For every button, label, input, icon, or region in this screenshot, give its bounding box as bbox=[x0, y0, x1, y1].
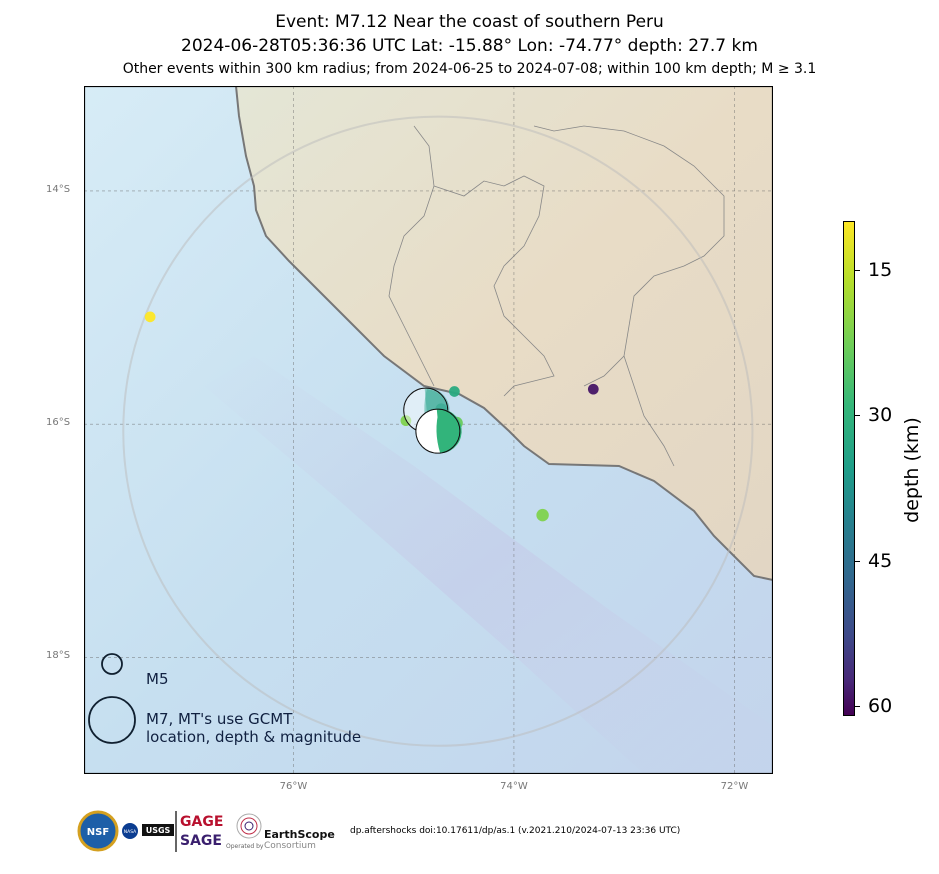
nsf-logo-text: NSF bbox=[87, 827, 109, 838]
map-panel[interactable] bbox=[84, 86, 773, 774]
map-canvas[interactable] bbox=[84, 86, 773, 774]
gage-logo-text: GAGE bbox=[180, 814, 223, 830]
event-details: 2024-06-28T05:36:36 UTC Lat: -15.88° Lon… bbox=[181, 36, 758, 56]
colorbar-tick bbox=[855, 560, 860, 562]
beachball-lobe bbox=[436, 410, 460, 453]
doi-footer: dp.aftershocks doi:10.17611/dp/as.1 (v.2… bbox=[350, 826, 681, 836]
trench-shading bbox=[204, 356, 773, 774]
colorbar-tick-label: 15 bbox=[868, 258, 893, 281]
legend-m7-label: M7, MT's use GCMT bbox=[146, 710, 293, 728]
usgs-logo-icon bbox=[142, 824, 174, 836]
earthscope-name: EarthScope bbox=[264, 828, 335, 841]
colorbar-tick bbox=[855, 269, 860, 271]
coastline bbox=[235, 86, 773, 581]
legend-m7-circle bbox=[88, 696, 136, 744]
depth-colorbar bbox=[843, 221, 855, 716]
colorbar-label: depth (km) bbox=[901, 417, 923, 523]
lon-label: 72°W bbox=[720, 781, 749, 792]
operated-by-text: Operated by bbox=[226, 843, 264, 850]
usgs-logo-text: USGS bbox=[146, 826, 171, 835]
event-marker bbox=[536, 508, 549, 522]
lat-label: 18°S bbox=[46, 650, 71, 662]
land bbox=[236, 86, 773, 580]
search-radius-circle bbox=[122, 115, 754, 747]
map-frame bbox=[84, 86, 773, 774]
lon-label: 74°W bbox=[500, 781, 528, 792]
sage-logo-text: SAGE bbox=[180, 833, 222, 849]
map-title: Event: M7.12 Near the coast of southern … bbox=[275, 12, 664, 32]
colorbar-tick-label: 45 bbox=[868, 549, 893, 572]
legend-m7-sublabel: location, depth & magnitude bbox=[146, 728, 362, 746]
colorbar-tick-label: 30 bbox=[868, 404, 893, 427]
legend-m5-circle bbox=[101, 653, 123, 675]
earthscope-subtitle: Consortium bbox=[264, 841, 316, 851]
nsf-logo-icon bbox=[77, 810, 119, 852]
beachball-outline bbox=[415, 408, 461, 454]
logo-strip: NSF NASA USGS GAGE SAGE EarthScope Opera… bbox=[76, 808, 336, 854]
lat-label: 16°S bbox=[46, 417, 71, 429]
event-marker bbox=[449, 386, 460, 397]
query-description: Other events within 300 km radius; from … bbox=[122, 61, 817, 77]
nasa-logo-icon bbox=[122, 823, 138, 839]
colorbar-tick bbox=[855, 415, 860, 417]
mainshock-beachball[interactable] bbox=[415, 408, 462, 454]
earthscope-logo-icon bbox=[236, 813, 262, 839]
colorbar-tick-label: 60 bbox=[868, 695, 893, 718]
lon-label: 76°W bbox=[279, 781, 308, 792]
nasa-logo-text: NASA bbox=[124, 829, 137, 835]
lat-label: 14°S bbox=[46, 183, 71, 195]
event-marker bbox=[587, 383, 599, 395]
legend-m5-label: M5 bbox=[146, 670, 169, 688]
event-marker bbox=[144, 311, 156, 323]
colorbar-tick bbox=[855, 706, 860, 708]
